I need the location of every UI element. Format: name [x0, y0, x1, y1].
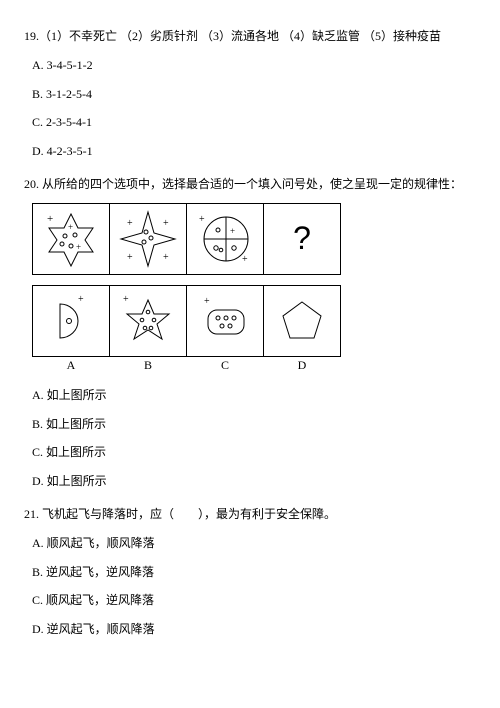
q20-ans-b-fig: + [110, 285, 187, 356]
q20-answer-row: + + + [32, 285, 341, 375]
svg-text:+: + [163, 252, 169, 263]
svg-text:+: + [204, 296, 210, 307]
q19-option-a[interactable]: A. 3-4-5-1-2 [32, 57, 476, 74]
q19-option-b[interactable]: B. 3-1-2-5-4 [32, 86, 476, 103]
q19-stem: 19.（1）不幸死亡 （2）劣质针剂 （3）流通各地 （4）缺乏监管 （5）接种… [24, 28, 476, 45]
q20-fig-2: + + + + [110, 203, 187, 274]
q21-option-a[interactable]: A. 顺风起飞，顺风降落 [32, 535, 476, 552]
q20-option-d[interactable]: D. 如上图所示 [32, 473, 476, 490]
svg-text:+: + [78, 294, 84, 305]
roundrect-dots-icon: + [192, 290, 258, 352]
q20-label-d: D [264, 356, 341, 375]
svg-text:+: + [163, 218, 169, 229]
star5-dots-icon: + [115, 290, 181, 352]
q20-label-a: A [33, 356, 110, 375]
q20-stimulus-row: + + + + + + [32, 203, 341, 275]
circle-quadrant-dots-icon: + + + [192, 208, 258, 270]
q19-option-c[interactable]: C. 2-3-5-4-1 [32, 114, 476, 131]
q21-option-b[interactable]: B. 逆风起飞，逆风降落 [32, 564, 476, 581]
svg-text:+: + [127, 252, 133, 263]
question-20: 20. 从所给的四个选项中，选择最合适的一个填入问号处，使之呈现一定的规律性： … [24, 176, 476, 490]
q20-option-b[interactable]: B. 如上图所示 [32, 416, 476, 433]
svg-text:+: + [47, 213, 53, 225]
q20-ans-a-fig: + [33, 285, 110, 356]
q20-option-c[interactable]: C. 如上图所示 [32, 444, 476, 461]
question-mark-icon: ? [293, 220, 311, 256]
q20-label-b: B [110, 356, 187, 375]
svg-text:+: + [123, 294, 129, 305]
q21-stem: 21. 飞机起飞与降落时，应（ ），最为有利于安全保障。 [24, 506, 476, 523]
q21-option-c[interactable]: C. 顺风起飞，逆风降落 [32, 592, 476, 609]
question-21: 21. 飞机起飞与降落时，应（ ），最为有利于安全保障。 A. 顺风起飞，顺风降… [24, 506, 476, 638]
q20-fig-3: + + + [187, 203, 264, 274]
q20-stem: 20. 从所给的四个选项中，选择最合适的一个填入问号处，使之呈现一定的规律性： [24, 176, 476, 193]
svg-text:+: + [242, 254, 248, 265]
q21-option-d[interactable]: D. 逆风起飞，顺风降落 [32, 621, 476, 638]
question-19: 19.（1）不幸死亡 （2）劣质针剂 （3）流通各地 （4）缺乏监管 （5）接种… [24, 28, 476, 160]
svg-text:+: + [230, 226, 235, 236]
q20-label-c: C [187, 356, 264, 375]
q19-option-d[interactable]: D. 4-2-3-5-1 [32, 143, 476, 160]
pentagon-icon [269, 290, 335, 352]
q20-fig-4: ? [264, 203, 341, 274]
svg-text:+: + [76, 242, 81, 252]
q20-ans-d-fig [264, 285, 341, 356]
q20-option-a[interactable]: A. 如上图所示 [32, 387, 476, 404]
svg-text:+: + [68, 222, 73, 232]
svg-text:+: + [199, 214, 205, 225]
q20-fig-1: + + + [33, 203, 110, 274]
dshape-icon: + [38, 290, 104, 352]
star6-dots-icon: + + + [38, 208, 104, 270]
star4-dots-icon: + + + + [115, 208, 181, 270]
q20-ans-c-fig: + [187, 285, 264, 356]
svg-text:+: + [127, 218, 133, 229]
